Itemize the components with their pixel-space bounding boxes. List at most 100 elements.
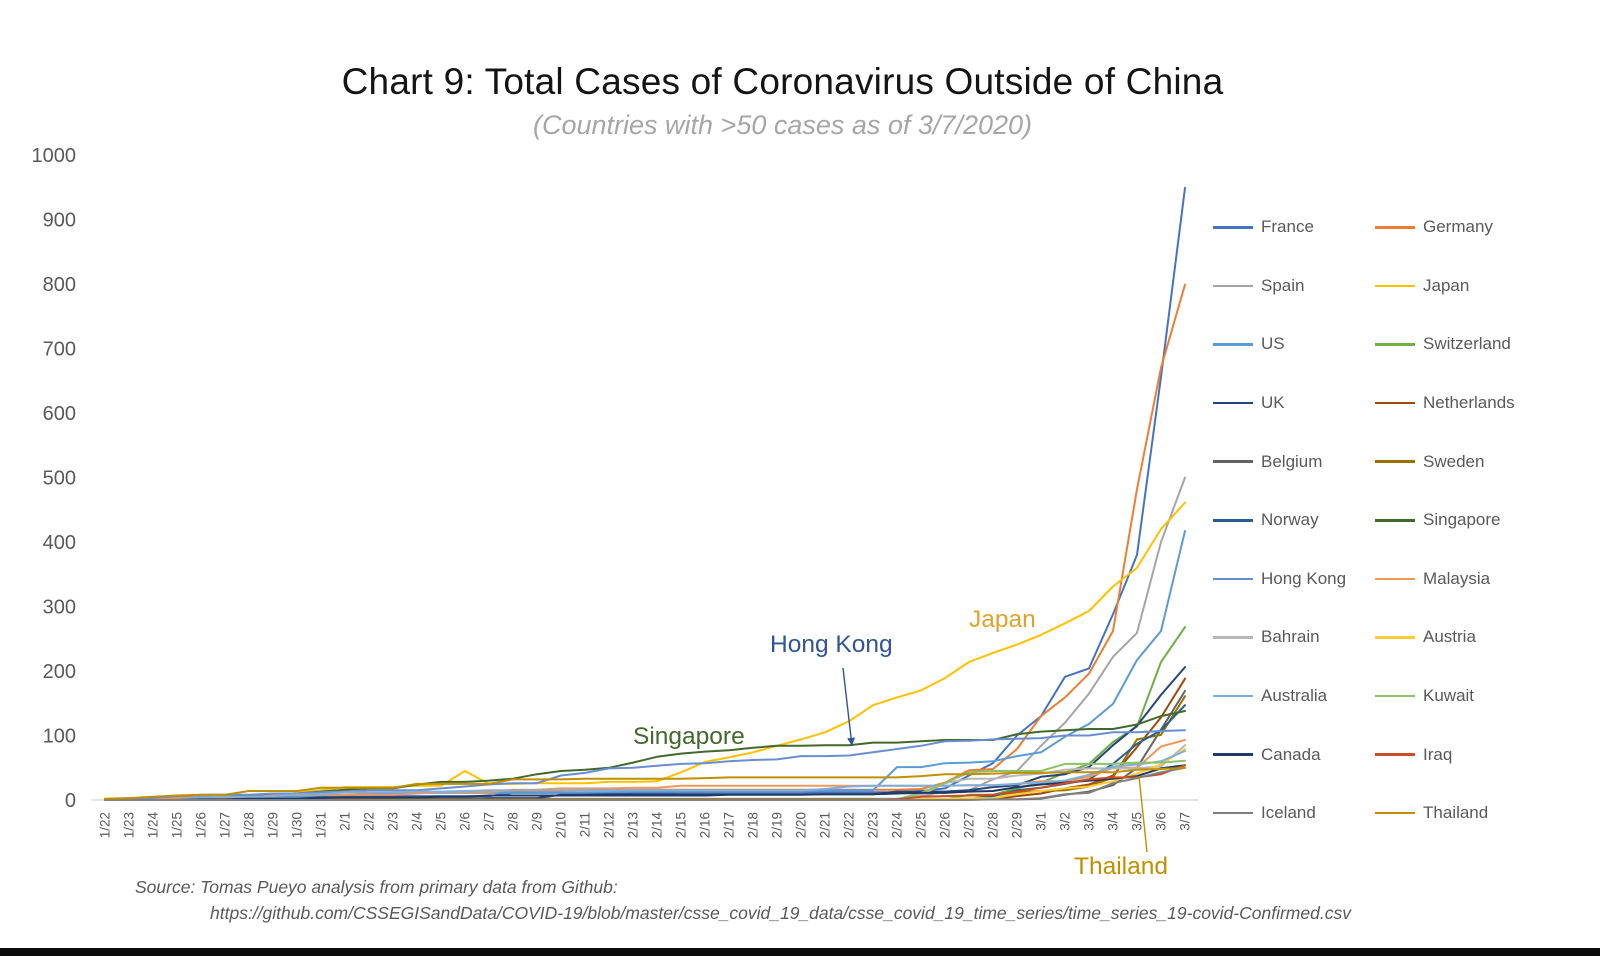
x-tick-label: 2/1 [338,812,353,831]
x-tick-label: 2/14 [650,812,665,839]
legend-label-us: US [1261,334,1285,354]
legend-swatch-france [1213,226,1253,229]
y-tick-label: 200 [43,661,76,683]
legend-item-belgium: Belgium [1213,432,1375,491]
legend-label-singapore: Singapore [1423,510,1501,530]
x-tick-label: 2/20 [794,812,809,838]
legend-label-japan: Japan [1423,275,1470,295]
x-axis-labels: 1/22 1/23 1/24 1/25 1/26 1/27 1/28 1/29 1/30 1/31… [98,812,1193,839]
y-tick-label: 0 [65,790,76,812]
x-tick-label: 2/27 [962,812,977,838]
x-tick-label: 2/15 [674,812,689,838]
x-tick-label: 3/4 [1106,812,1121,831]
x-tick-label: 2/8 [506,812,521,831]
legend-label-canada: Canada [1261,744,1321,764]
x-tick-label: 2/6 [458,812,473,831]
annotation-thailand: Thailand [1074,853,1168,880]
x-tick-label: 2/26 [938,812,953,838]
legend-label-norway: Norway [1261,510,1319,530]
annotation-hong-kong: Hong Kong [770,631,893,658]
legend-item-bahrain: Bahrain [1213,608,1375,667]
legend-swatch-singapore [1375,519,1415,522]
x-tick-label: 2/10 [554,812,569,838]
x-tick-label: 1/22 [98,812,113,838]
legend-swatch-us [1213,343,1253,346]
legend-label-malaysia: Malaysia [1423,568,1491,588]
legend-item-kuwait: Kuwait [1375,667,1551,726]
y-tick-label: 1000 [32,145,77,167]
legend-swatch-kuwait [1375,694,1415,698]
x-tick-label: 1/27 [218,812,233,838]
x-tick-label: 3/7 [1178,812,1193,831]
legend-swatch-malaysia [1375,577,1415,581]
bottom-bar [0,948,1600,956]
x-tick-label: 1/28 [242,812,257,838]
legend-label-belgium: Belgium [1261,451,1323,471]
x-tick-label: 2/21 [818,812,833,838]
x-tick-label: 2/13 [626,812,641,838]
legend-item-spain: Spain [1213,257,1375,316]
legend-item-netherlands: Netherlands [1375,374,1551,433]
legend-swatch-canada [1213,753,1253,756]
legend-label-bahrain: Bahrain [1261,627,1320,647]
y-tick-label: 400 [43,532,76,554]
legend-swatch-hong-kong [1213,577,1253,581]
x-tick-label: 2/2 [362,812,377,831]
x-tick-label: 2/24 [890,812,905,839]
legend-label-france: France [1261,217,1314,237]
legend-label-sweden: Sweden [1423,451,1485,471]
legend-swatch-belgium [1213,460,1253,463]
legend-label-kuwait: Kuwait [1423,686,1475,706]
x-tick-label: 2/28 [986,812,1001,838]
y-tick-label: 900 [43,210,76,232]
legend-label-austria: Austria [1423,627,1476,647]
x-tick-label: 3/3 [1082,812,1097,831]
legend-item-us: US [1213,315,1375,374]
legend-swatch-switzerland [1375,343,1415,346]
source-citation: Source: Tomas Pueyo analysis from primar… [135,874,1351,926]
legend-item-france: France [1213,198,1375,257]
legend-item-iraq: Iraq [1375,725,1551,784]
x-tick-label: 2/7 [482,812,497,831]
legend-item-sweden: Sweden [1375,432,1551,491]
series-line-spain [104,476,1186,801]
legend-item-germany: Germany [1375,198,1551,257]
legend-item-malaysia: Malaysia [1375,550,1551,609]
legend-label-iceland: Iceland [1261,803,1316,823]
legend-swatch-japan [1375,284,1415,288]
x-tick-label: 2/5 [434,812,449,831]
y-tick-label: 600 [43,403,76,425]
x-tick-label: 2/22 [842,812,857,838]
series-line-iceland [104,766,1186,801]
x-tick-label: 1/30 [290,812,305,838]
legend-item-hong-kong: Hong Kong [1213,550,1375,609]
legend-label-uk: UK [1261,393,1285,413]
chart-legend: France Germany Spain Japan US Switzerland UK Ne… [1213,198,1551,843]
legend-label-iraq: Iraq [1423,744,1453,764]
legend-swatch-iraq [1375,753,1415,756]
legend-item-norway: Norway [1213,491,1375,550]
y-tick-label: 300 [43,597,76,619]
x-tick-label: 2/16 [698,812,713,838]
x-tick-label: 1/25 [170,812,185,838]
legend-item-canada: Canada [1213,725,1375,784]
x-tick-label: 2/12 [602,812,617,838]
y-tick-label: 700 [43,339,76,361]
chart-subtitle: (Countries with >50 cases as of 3/7/2020… [532,110,1033,141]
annotation-pointer-thailand [1138,775,1148,853]
x-tick-label: 1/31 [314,812,329,838]
source-text: Source: Tomas Pueyo analysis from primar… [135,877,618,897]
legend-swatch-thailand [1375,811,1415,815]
series-line-thailand [104,766,1186,800]
y-axis-labels: 0 100 200 300 400 500 600 700 800 900 1000 [32,145,77,812]
legend-swatch-sweden [1375,460,1415,463]
legend-label-germany: Germany [1423,217,1493,237]
legend-item-japan: Japan [1375,257,1551,316]
legend-swatch-netherlands [1375,401,1415,405]
x-tick-label: 2/18 [746,812,761,838]
legend-item-iceland: Iceland [1213,784,1375,843]
x-tick-label: 3/2 [1058,812,1073,831]
x-tick-label: 2/29 [1010,812,1025,838]
legend-swatch-austria [1375,636,1415,639]
